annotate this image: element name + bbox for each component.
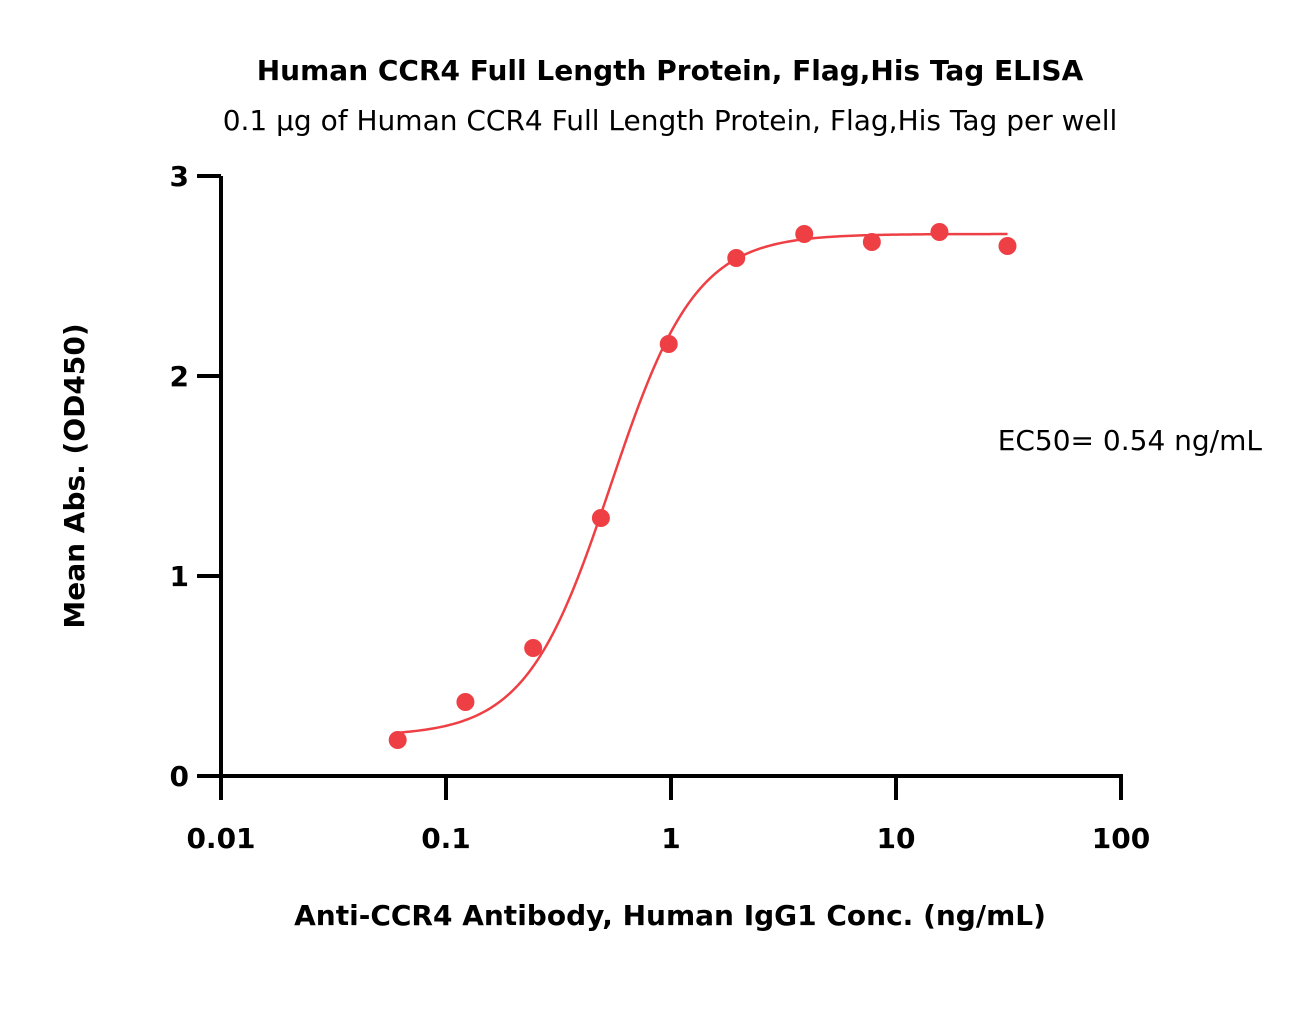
data-point (930, 223, 949, 241)
x-tick-label: 10 (877, 822, 916, 855)
axes (219, 176, 1123, 778)
data-point (524, 639, 543, 657)
chart-title: Human CCR4 Full Length Protein, Flag,His… (257, 54, 1084, 87)
data-point (795, 225, 814, 243)
y-tick-label: 2 (170, 360, 189, 393)
data-point (998, 237, 1017, 255)
y-tick-label: 3 (170, 160, 189, 193)
data-point (388, 731, 407, 749)
y-tick-label: 1 (170, 560, 189, 593)
x-tick-label: 1 (661, 822, 680, 855)
data-point (659, 335, 678, 353)
data-point (456, 693, 475, 711)
data-point (862, 233, 881, 251)
chart-subtitle: 0.1 μg of Human CCR4 Full Length Protein… (223, 104, 1118, 137)
fit-curve-layer (397, 232, 1008, 734)
data-point (727, 249, 746, 267)
x-tick-label: 0.1 (421, 822, 471, 855)
x-tick-label: 100 (1092, 822, 1150, 855)
fit-curve (397, 232, 1008, 734)
data-points-layer (388, 223, 1017, 749)
ec50-annotation: EC50= 0.54 ng/mL (998, 424, 1263, 457)
axis-ticks: 0.01 0.1 1 10 100 0 1 2 3 (170, 160, 1151, 855)
x-axis-label: Anti-CCR4 Antibody, Human IgG1 Conc. (ng… (294, 899, 1046, 932)
data-point (591, 509, 610, 527)
y-axis-label: Mean Abs. (OD450) (58, 323, 91, 628)
y-tick-label: 0 (170, 760, 189, 793)
x-tick-label: 0.01 (186, 822, 255, 855)
